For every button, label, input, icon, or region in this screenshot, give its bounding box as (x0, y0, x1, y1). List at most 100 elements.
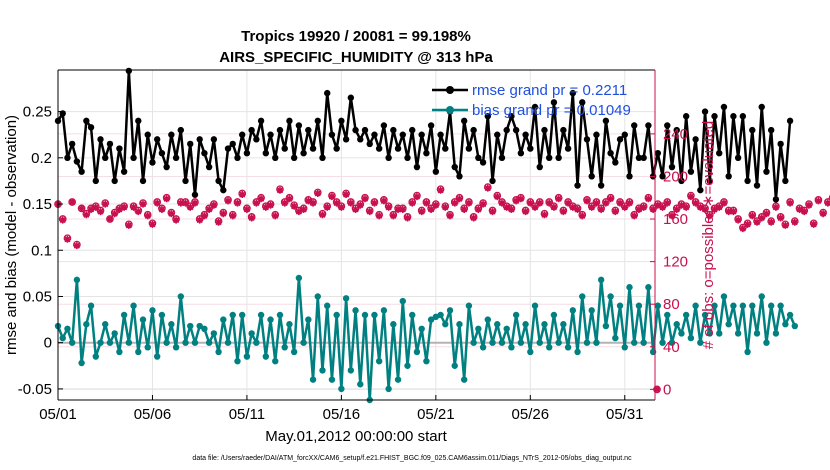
obs-evaluated-point (111, 210, 119, 218)
left-y-tick-label: 0.2 (31, 150, 52, 167)
bias-point (73, 276, 81, 284)
bias-point (286, 321, 293, 328)
rmse-point (763, 168, 770, 175)
obs-evaluated-point (512, 197, 520, 205)
bias-point (437, 311, 444, 319)
x-tick-label: 05/16 (323, 406, 361, 423)
rmse-point (682, 113, 690, 120)
rmse-point (177, 126, 185, 134)
bias-point (546, 344, 553, 351)
bias-point (191, 339, 199, 346)
obs-evaluated-point (361, 195, 369, 203)
obs-evaluated-point (677, 201, 685, 209)
obs-evaluated-point (68, 198, 76, 206)
bias-point (404, 362, 411, 369)
rmse-point (531, 103, 539, 111)
obs-evaluated-point (800, 208, 808, 216)
obs-evaluated-point (748, 212, 756, 220)
bias-point (753, 330, 761, 337)
rmse-point (479, 159, 487, 166)
right-y-axis-label: # of obs: o=possible; ∗=evaluated (700, 121, 717, 350)
obs-evaluated-point (522, 208, 530, 216)
rmse-point (460, 117, 468, 125)
bias-point (640, 339, 647, 346)
bias-point (475, 325, 482, 333)
obs-evaluated-point (148, 220, 156, 228)
bias-point (479, 344, 487, 351)
bias-point (597, 276, 605, 284)
x-tick-label: 05/01 (39, 406, 77, 423)
rmse-point (257, 117, 265, 125)
obs-evaluated-point (814, 197, 822, 205)
rmse-point (427, 122, 435, 129)
obs-evaluated-point (720, 199, 728, 207)
bias-point (153, 353, 161, 360)
rmse-point (739, 113, 747, 120)
obs-evaluated-point (791, 218, 799, 226)
rmse-point (583, 136, 591, 143)
rmse-point (286, 117, 293, 125)
bias-point (631, 339, 638, 346)
bias-point (692, 302, 699, 309)
bias-point (371, 311, 378, 319)
obs-evaluated-point (673, 205, 681, 213)
rmse-point (626, 173, 633, 180)
rmse-point (390, 126, 397, 134)
rmse-point (560, 126, 567, 134)
bias-point (739, 302, 747, 309)
bias-point (187, 322, 194, 330)
obs-evaluated-point (318, 211, 326, 219)
rmse-point (711, 113, 718, 120)
rmse-point (399, 131, 406, 138)
rmse-point (272, 154, 279, 162)
obs-evaluated-point (729, 208, 737, 216)
bias-point (583, 339, 591, 346)
obs-evaluated-point (342, 191, 350, 199)
rmse-point (357, 136, 364, 143)
bias-point (711, 302, 718, 309)
rmse-point (602, 117, 610, 125)
rmse-point (309, 145, 317, 152)
x-tick-label: 05/31 (606, 406, 644, 423)
bias-point (347, 367, 355, 374)
rmse-point (106, 140, 114, 148)
obs-evaluated-point (734, 216, 742, 224)
obs-evaluated-point (92, 203, 100, 211)
rmse-point (87, 124, 95, 131)
obs-evaluated-point (484, 184, 492, 192)
obs-evaluated-point (711, 205, 719, 213)
rmse-point (366, 140, 373, 148)
bias-point (361, 311, 369, 319)
bias-point (182, 339, 189, 346)
bias-point (139, 316, 147, 323)
obs-evaluated-point (389, 212, 397, 220)
rmse-point (635, 154, 643, 162)
rmse-point (248, 126, 255, 134)
rmse-point (597, 182, 605, 189)
bias-point (130, 302, 137, 309)
obs-evaluated-point (300, 205, 308, 213)
obs-evaluated-point (611, 208, 619, 216)
obs-evaluated-point (526, 199, 534, 207)
obs-evaluated-point (772, 203, 780, 211)
legend-bias-label: bias grand pr = 0.01049 (472, 102, 631, 119)
obs-evaluated-point (569, 203, 577, 211)
obs-evaluated-point (668, 212, 676, 220)
bias-point (87, 302, 95, 309)
rmse-point (125, 67, 133, 75)
rmse-point (489, 177, 496, 185)
bias-point (446, 307, 454, 314)
bias-point (602, 322, 610, 330)
rmse-point (314, 117, 321, 125)
rmse-point (692, 136, 699, 143)
obs-evaluated-point (120, 203, 128, 211)
obs-evaluated-point (824, 199, 830, 207)
obs-evaluated-point (545, 199, 553, 207)
bias-point (673, 321, 680, 328)
obs-evaluated-point (205, 205, 213, 213)
rmse-point (678, 177, 685, 185)
bias-point (678, 330, 685, 337)
rmse-point (168, 131, 175, 138)
rmse-point (153, 136, 161, 143)
obs-evaluated-point (437, 186, 445, 194)
